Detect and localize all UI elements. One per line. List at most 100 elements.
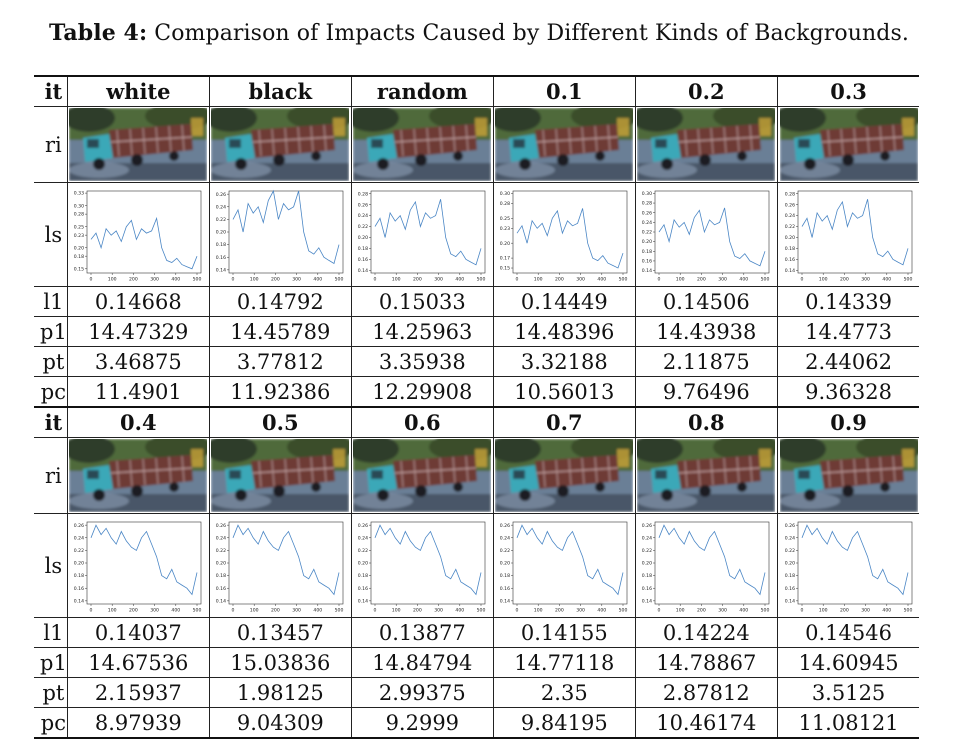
value-cell: 14.48396 <box>492 316 636 347</box>
value-cell: 2.11875 <box>634 346 778 377</box>
row-label-ri: ri <box>34 106 68 183</box>
value-cell: 0.15033 <box>350 286 494 317</box>
y-tick-label: 0.33 <box>74 190 84 196</box>
value-cell: 0.13877 <box>350 617 494 648</box>
x-tick-label: 500 <box>619 276 628 282</box>
y-tick-label: 0.28 <box>784 191 794 197</box>
x-tick-label: 200 <box>129 276 138 282</box>
render-image <box>495 439 634 512</box>
loss-line <box>801 198 908 265</box>
y-tick-label: 0.20 <box>216 560 226 566</box>
value-cell: 11.92386 <box>208 376 352 407</box>
x-tick-label: 400 <box>740 276 749 282</box>
y-tick-label: 0.26 <box>216 191 226 197</box>
y-tick-label: 0.26 <box>358 522 368 528</box>
metric-row-pt: pt 3.46875 3.77812 3.35938 3.32188 2.118… <box>34 346 920 377</box>
x-tick-label: 200 <box>129 607 138 613</box>
value-cell: 9.04309 <box>208 707 352 739</box>
value-cell: 1.98125 <box>208 677 352 708</box>
y-tick-label: 0.28 <box>500 201 510 207</box>
table-caption: Table 4: Comparison of Impacts Caused by… <box>0 20 958 46</box>
y-tick-label: 0.18 <box>74 573 84 579</box>
render-image-cell <box>208 437 352 514</box>
x-tick-label: 400 <box>172 607 181 613</box>
x-tick-label: 100 <box>250 276 259 282</box>
value-cell: 14.60945 <box>776 647 920 678</box>
y-tick-label: 0.16 <box>642 585 652 591</box>
loss-plot-cell: 0.26 0.24 0.22 0.20 0.18 0.16 0.14 0 100 200 300 40… <box>208 513 352 618</box>
y-tick-label: 0.14 <box>74 598 84 604</box>
value-cell: 0.14792 <box>208 286 352 317</box>
loss-line <box>90 216 198 269</box>
y-tick-label: 0.26 <box>74 522 84 528</box>
header-cell: 0.7 <box>492 406 636 438</box>
render-image <box>353 108 492 181</box>
x-tick-label: 0 <box>374 607 377 613</box>
y-tick-label: 0.22 <box>784 547 794 553</box>
value-cell: 3.5125 <box>776 677 920 708</box>
x-tick-label: 300 <box>293 276 302 282</box>
y-tick-label: 0.20 <box>74 245 84 251</box>
y-tick-label: 0.14 <box>642 268 652 274</box>
y-tick-label: 0.24 <box>216 204 226 210</box>
x-tick-label: 0 <box>800 607 803 613</box>
value-cell: 9.76496 <box>634 376 778 407</box>
x-tick-label: 300 <box>151 276 160 282</box>
row-label-it: it <box>34 406 68 438</box>
plot-frame <box>229 190 344 273</box>
x-tick-label: 500 <box>335 607 344 613</box>
value-cell: 0.14668 <box>66 286 210 317</box>
image-row: ri <box>34 106 920 183</box>
plot-frame <box>655 190 770 273</box>
loss-plot: 0.28 0.26 0.24 0.22 0.20 0.18 0.16 0.14 0 100 200 3… <box>784 190 912 282</box>
y-tick-label: 0.18 <box>358 573 368 579</box>
y-tick-label: 0.18 <box>74 253 84 259</box>
header-cell: 0.6 <box>350 406 494 438</box>
y-tick-label: 0.26 <box>500 522 510 528</box>
y-tick-label: 0.26 <box>642 522 652 528</box>
value-cell: 14.45789 <box>208 316 352 347</box>
y-tick-label: 0.16 <box>500 585 510 591</box>
value-cell: 0.13457 <box>208 617 352 648</box>
y-tick-label: 0.16 <box>216 254 226 260</box>
x-tick-label: 200 <box>413 276 422 282</box>
loss-line <box>658 523 766 595</box>
x-tick-label: 300 <box>435 607 444 613</box>
y-tick-label: 0.14 <box>500 598 510 604</box>
render-image-cell <box>66 106 210 183</box>
x-tick-label: 500 <box>193 607 202 613</box>
value-cell: 14.84794 <box>350 647 494 678</box>
y-tick-label: 0.18 <box>784 246 794 252</box>
y-tick-label: 0.17 <box>500 255 510 261</box>
x-tick-label: 400 <box>598 607 607 613</box>
loss-plot-cell: 0.26 0.24 0.22 0.20 0.18 0.16 0.14 0 100 200 300 40… <box>208 182 352 287</box>
x-tick-label: 0 <box>232 276 235 282</box>
x-tick-label: 100 <box>108 276 117 282</box>
row-label-pt: pt <box>34 677 68 708</box>
y-tick-label: 0.14 <box>216 267 226 273</box>
loss-line <box>658 207 766 266</box>
value-cell: 2.15937 <box>66 677 210 708</box>
x-tick-label: 400 <box>314 607 323 613</box>
x-tick-label: 500 <box>193 276 202 282</box>
y-tick-label: 0.30 <box>642 191 652 197</box>
y-tick-label: 0.26 <box>216 522 226 528</box>
row-label-pc: pc <box>34 376 68 407</box>
y-tick-label: 0.24 <box>784 535 794 541</box>
x-tick-label: 200 <box>697 607 706 613</box>
header-cell: 0.2 <box>634 75 778 107</box>
loss-line <box>232 189 340 264</box>
y-tick-label: 0.20 <box>500 560 510 566</box>
y-tick-label: 0.22 <box>216 216 226 222</box>
value-cell: 14.78867 <box>634 647 778 678</box>
y-tick-label: 0.14 <box>358 598 368 604</box>
render-image <box>353 439 492 512</box>
x-tick-label: 400 <box>740 607 749 613</box>
value-cell: 9.36328 <box>776 376 920 407</box>
row-label-pc: pc <box>34 707 68 739</box>
render-image <box>779 439 918 512</box>
render-image <box>211 439 350 512</box>
x-tick-label: 0 <box>516 607 519 613</box>
image-row: ri <box>34 437 920 514</box>
x-tick-label: 400 <box>314 276 323 282</box>
